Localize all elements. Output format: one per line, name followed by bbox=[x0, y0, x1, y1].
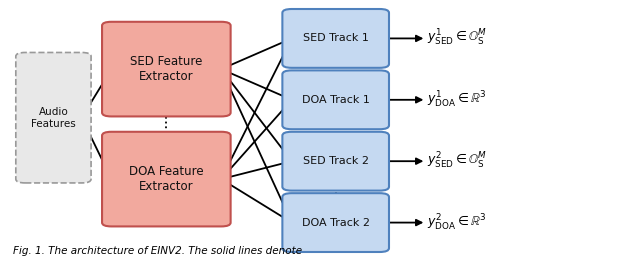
FancyBboxPatch shape bbox=[282, 9, 389, 68]
Text: $y^{2}_{\mathrm{DOA}} \in \mathbb{R}^{3}$: $y^{2}_{\mathrm{DOA}} \in \mathbb{R}^{3}… bbox=[427, 212, 486, 233]
Text: $y^{1}_{\mathrm{SED}} \in \mathbb{O}^{M}_{\mathrm{S}}$: $y^{1}_{\mathrm{SED}} \in \mathbb{O}^{M}… bbox=[427, 28, 487, 49]
FancyBboxPatch shape bbox=[102, 22, 230, 116]
FancyBboxPatch shape bbox=[282, 193, 389, 252]
FancyBboxPatch shape bbox=[282, 70, 389, 129]
Text: $y^{2}_{\mathrm{SED}} \in \mathbb{O}^{M}_{\mathrm{S}}$: $y^{2}_{\mathrm{SED}} \in \mathbb{O}^{M}… bbox=[427, 151, 487, 171]
Text: $y^{1}_{\mathrm{DOA}} \in \mathbb{R}^{3}$: $y^{1}_{\mathrm{DOA}} \in \mathbb{R}^{3}… bbox=[427, 90, 486, 110]
FancyBboxPatch shape bbox=[16, 52, 91, 183]
FancyBboxPatch shape bbox=[282, 132, 389, 191]
Text: DOA Track 2: DOA Track 2 bbox=[301, 218, 370, 228]
Text: SED Track 1: SED Track 1 bbox=[303, 33, 369, 43]
Text: Fig. 1. The architecture of EINV2. The solid lines denote: Fig. 1. The architecture of EINV2. The s… bbox=[13, 246, 302, 256]
FancyBboxPatch shape bbox=[102, 132, 230, 227]
Text: Audio
Features: Audio Features bbox=[31, 107, 76, 128]
Text: SED Feature
Extractor: SED Feature Extractor bbox=[130, 55, 202, 83]
Text: SED Track 2: SED Track 2 bbox=[303, 156, 369, 166]
Text: DOA Track 1: DOA Track 1 bbox=[301, 95, 370, 105]
Text: DOA Feature
Extractor: DOA Feature Extractor bbox=[129, 165, 204, 193]
